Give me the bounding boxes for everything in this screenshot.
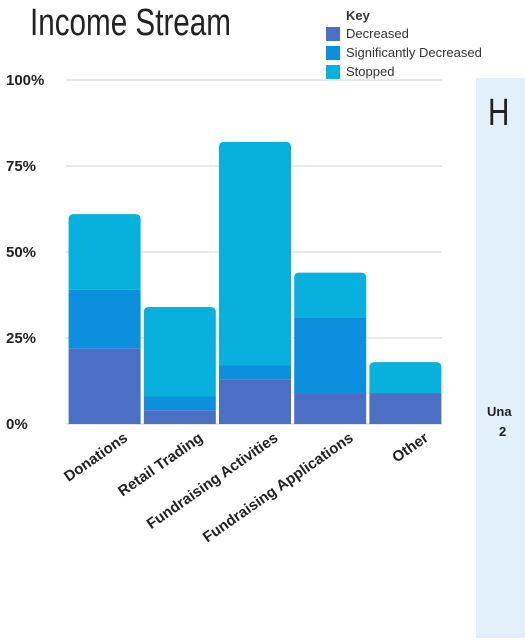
legend-title: Key <box>346 8 370 23</box>
x-category-label: Fundraising Activities <box>144 429 282 532</box>
bar-segment <box>143 307 216 397</box>
legend-swatch-stopped <box>326 64 340 79</box>
legend-item-decreased: Decreased <box>326 24 482 43</box>
x-category-label: Other <box>389 429 432 466</box>
side-panel-heading: H <box>488 92 510 134</box>
y-tick-label: 100% <box>6 72 44 89</box>
legend-swatch-significantly-decreased <box>326 45 340 60</box>
x-category-label: Donations <box>61 429 131 485</box>
legend-label-stopped: Stopped <box>346 64 395 79</box>
bar-segment <box>143 396 216 411</box>
side-panel-text: Una 2 <box>487 402 525 442</box>
bar-segment <box>219 365 291 380</box>
bar-segment <box>369 393 442 424</box>
legend-item-stopped: Stopped <box>326 62 482 81</box>
y-tick-label: 25% <box>6 330 36 347</box>
bar-segment <box>294 272 367 318</box>
chart-legend: Key Decreased Significantly Decreased St… <box>326 8 482 81</box>
bar-segment <box>294 393 367 424</box>
side-panel <box>476 78 525 638</box>
bar-segment <box>219 141 291 366</box>
bar-segment <box>294 317 367 394</box>
side-panel-text-line1: Una <box>487 404 512 419</box>
legend-swatch-decreased <box>326 26 340 41</box>
bar-segment <box>68 348 141 424</box>
bar-segment <box>219 379 291 424</box>
y-tick-label: 50% <box>6 244 36 261</box>
bar-segment <box>369 362 442 394</box>
chart-title: Income Stream <box>30 2 231 44</box>
y-tick-label: 75% <box>6 158 36 175</box>
side-panel-text-line2: 2 <box>499 424 507 439</box>
y-tick-label: 0% <box>6 416 28 433</box>
bar-segment <box>68 289 141 349</box>
legend-item-significantly-decreased: Significantly Decreased <box>326 43 482 62</box>
bar-segment <box>143 410 216 424</box>
x-category-label: Fundraising Applications <box>200 429 357 546</box>
legend-label-decreased: Decreased <box>346 26 409 41</box>
bar-segment <box>68 214 141 290</box>
legend-label-significantly-decreased: Significantly Decreased <box>346 45 482 60</box>
